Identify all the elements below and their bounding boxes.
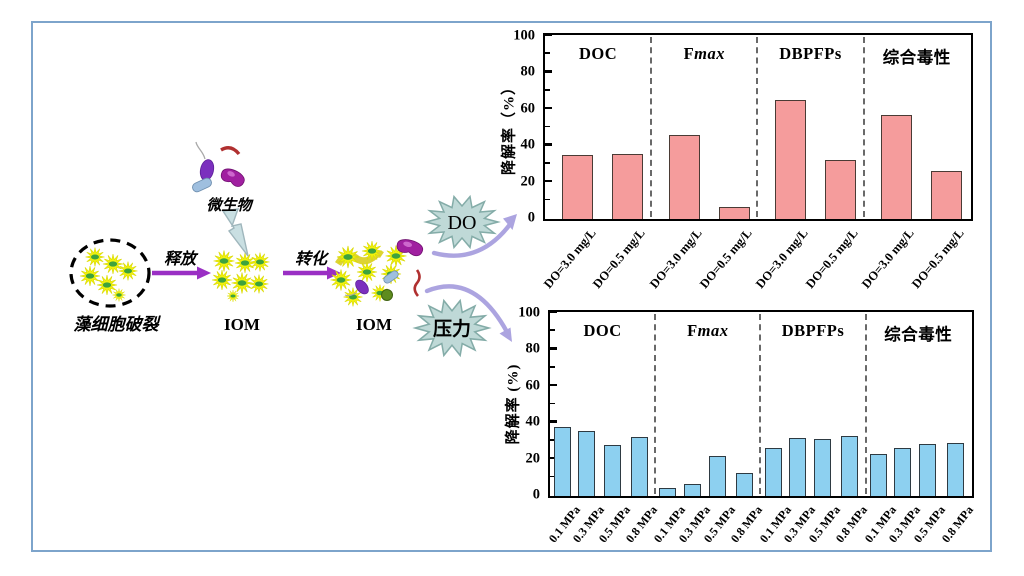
y-tick-label: 60 [520,100,536,117]
y-tick-label: 60 [525,377,541,394]
y-tick-mark [550,347,557,350]
bar [841,435,859,496]
bar [683,484,701,496]
bar [919,443,937,496]
y-tick-mark [545,33,552,37]
y-tick-label: 0 [532,486,540,503]
y-minor-tick-mark [550,439,555,441]
chart1-plot-area: DOC Fmax DBPFPs 综合毒性 [543,33,973,221]
bar [774,100,806,219]
y-tick-mark [550,420,557,423]
group-label: DOC [579,44,618,63]
bar [612,154,644,219]
bar [893,447,911,496]
y-minor-tick-mark [545,88,550,91]
bar [824,159,856,219]
y-tick-label: 80 [520,63,536,80]
bar [708,455,726,496]
bar [562,155,594,219]
bar [718,207,750,219]
category-separator [862,37,865,217]
y-tick-label: 100 [513,27,535,44]
category-separator [759,314,762,494]
group-label: 综合毒性 [884,325,953,344]
bar [813,439,831,496]
bar [603,444,621,496]
y-minor-tick-mark [545,125,550,128]
group-label: 综合毒性 [882,48,951,67]
bar [881,114,913,219]
bar [930,170,962,219]
category-separator [756,37,759,217]
y-minor-tick-mark [545,52,550,55]
y-tick-label: 80 [525,340,541,357]
group-label: Fmax [683,44,725,63]
y-minor-tick-mark [545,198,550,201]
category-separator [864,314,867,494]
y-minor-tick-mark [550,402,555,405]
y-tick-label: 40 [525,413,541,430]
y-tick-mark [545,180,552,183]
chart2-plot-area: DOC Fmax DBPFPs 综合毒性 [548,310,974,498]
bar [788,437,806,496]
bar [764,448,782,496]
bar [736,473,754,496]
group-label: DBPFPs [781,321,845,340]
bar [578,431,596,496]
bar [554,426,572,496]
y-minor-tick-mark [550,365,555,368]
y-tick-mark [550,310,557,314]
bar [869,453,887,496]
group-label: Fmax [687,321,729,340]
bar [659,487,677,496]
y-tick-label: 100 [518,304,540,321]
group-label: DOC [583,321,622,340]
group-label: DBPFPs [779,44,842,63]
y-minor-tick-mark [545,162,550,164]
y-tick-label: 20 [520,173,536,190]
bar [946,443,964,496]
chart2-y-axis-label: 降解率 (%) [505,363,522,445]
category-separator [650,37,653,217]
y-tick-label: 40 [520,136,536,153]
bar [668,134,700,219]
y-tick-mark [545,143,552,146]
y-minor-tick-mark [550,475,555,478]
bar [630,436,648,496]
y-tick-mark [545,70,552,73]
y-tick-label: 20 [525,450,541,467]
y-tick-mark [550,383,557,387]
y-tick-label: 0 [527,209,535,226]
category-separator [654,314,657,494]
chart1-y-axis-label: 降解率（%） [501,78,518,176]
y-tick-mark [545,106,552,110]
y-tick-mark [550,457,557,460]
y-minor-tick-mark [550,329,555,332]
